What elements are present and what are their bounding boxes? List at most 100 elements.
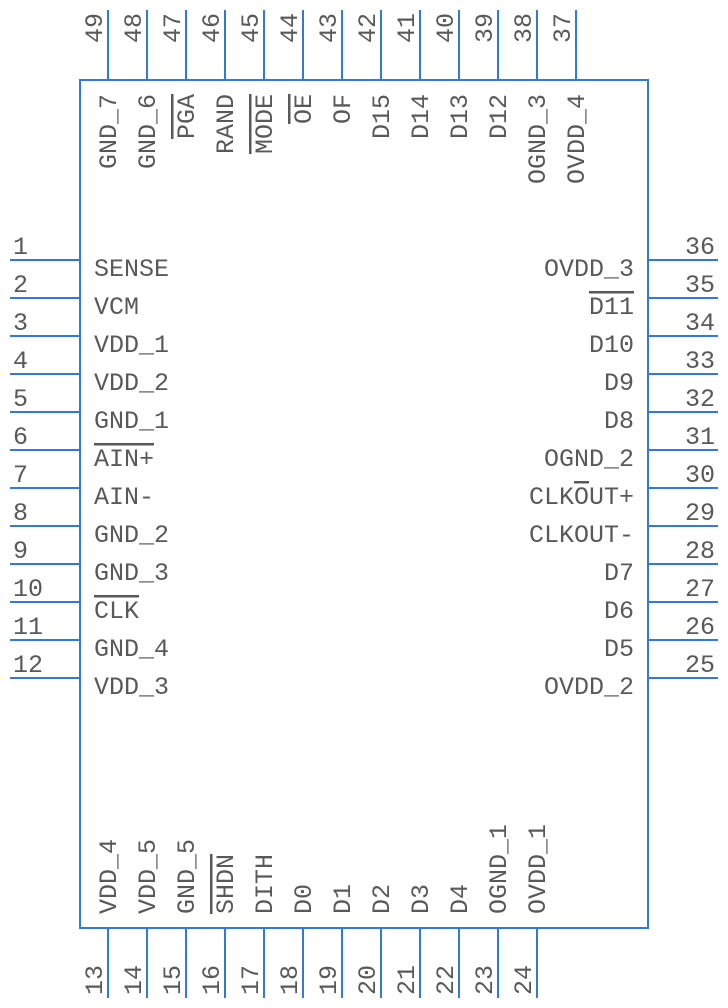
pin-number: 8	[13, 499, 28, 528]
pins-right: 36OVDD_335D1134D1033D932D831OGND_230CLKO…	[529, 233, 718, 702]
pin-number: 10	[13, 575, 43, 604]
pin-number: 19	[315, 965, 344, 995]
pin-number: 42	[354, 13, 383, 43]
pin-number: 2	[13, 271, 28, 300]
pin-number: 24	[510, 965, 539, 995]
pin-label-8: GND_2	[94, 521, 169, 550]
pin-number: 38	[510, 13, 539, 43]
pin-label-7: AIN-	[94, 483, 154, 512]
pin-number: 15	[159, 965, 188, 995]
pin-number: 13	[81, 965, 110, 995]
ic-pinout-diagram: 1 SENSE 2 VCM 3 VDD_1 4 VDD_2 5 GND_1 6 AIN+ 7 AIN- 8 G…	[0, 0, 728, 1008]
pins-top: 49 GND_7 48 GND_6 47 PGA 46 RAND 45 MODE 44 OE 43 OF 4…	[81, 10, 592, 184]
pin-label-5: GND_1	[94, 407, 169, 436]
pin-label-36: OVDD_3	[544, 255, 634, 284]
pin-label-35: D11	[589, 293, 634, 322]
pin-label-28: D7	[604, 559, 634, 588]
pin-label-13: VDD_4	[95, 839, 124, 914]
pin-label-29: CLKOUT-	[529, 521, 634, 550]
pin-number: 47	[159, 13, 188, 43]
pin-number: 21	[393, 965, 422, 995]
pin-label-25: OVDD_2	[544, 673, 634, 702]
pin-label-38: OGND_3	[524, 94, 553, 184]
pin-number: 20	[354, 965, 383, 995]
pin-number: 46	[198, 13, 227, 43]
pin-label-48: GND_6	[134, 94, 163, 169]
pin-number: 49	[81, 13, 110, 43]
pin-label-45: MODE	[251, 94, 280, 154]
pin-number: 6	[13, 423, 28, 452]
pin-label-42: D15	[368, 94, 397, 139]
pin-number: 1	[13, 233, 28, 262]
pin-label-16: SHDN	[212, 854, 241, 914]
pin-number: 9	[13, 537, 28, 566]
pin-label-18: D0	[290, 884, 319, 914]
pin-label-4: VDD_2	[94, 369, 169, 398]
pin-label-34: D10	[589, 331, 634, 360]
pin-label-22: D4	[446, 884, 475, 914]
pin-number: 14	[120, 965, 149, 995]
pin-label-17: DITH	[251, 854, 280, 914]
pin-number: 11	[13, 613, 43, 642]
pin-label-3: VDD_1	[94, 331, 169, 360]
pin-number: 34	[685, 309, 715, 338]
pin-label-31: OGND_2	[544, 445, 634, 474]
pin-label-44: OE	[290, 94, 319, 124]
pin-number: 39	[471, 13, 500, 43]
pin-number: 18	[276, 965, 305, 995]
pin-label-33: D9	[604, 369, 634, 398]
pin-number: 17	[237, 965, 266, 995]
pin-number: 29	[685, 499, 715, 528]
pin-label-12: VDD_3	[94, 673, 169, 702]
pin-label-1: SENSE	[94, 255, 169, 284]
pin-label-15: GND_5	[173, 839, 202, 914]
pin-number: 23	[471, 965, 500, 995]
pin-label-46: RAND	[212, 94, 241, 154]
pin-number: 36	[685, 233, 715, 262]
pin-number: 37	[549, 13, 578, 43]
pin-label-30: CLKOUT+	[529, 483, 634, 512]
pin-label-49: GND_7	[95, 94, 124, 169]
pin-number: 3	[13, 309, 28, 338]
pin-label-20: D2	[368, 884, 397, 914]
pins-bottom: 13 VDD_4 14 VDD_5 15 GND_5 16 SHDN 17 DITH 18 D0 19 D…	[81, 824, 553, 998]
pin-label-21: D3	[407, 884, 436, 914]
pin-label-40: D13	[446, 94, 475, 139]
pin-number: 30	[685, 461, 715, 490]
pin-label-47: PGA	[173, 94, 202, 139]
pin-number: 44	[276, 13, 305, 43]
pin-number: 35	[685, 271, 715, 300]
pin-number: 40	[432, 13, 461, 43]
pin-number: 43	[315, 13, 344, 43]
pin-label-23: OGND_1	[485, 824, 514, 914]
pin-label-26: D5	[604, 635, 634, 664]
pin-number: 45	[237, 13, 266, 43]
pin-label-24: OVDD_1	[524, 824, 553, 914]
pin-label-37: OVDD_4	[563, 94, 592, 184]
pin-number: 27	[685, 575, 715, 604]
pin-number: 5	[13, 385, 28, 414]
pin-label-10: CLK	[94, 597, 139, 626]
pin-label-11: GND_4	[94, 635, 169, 664]
pin-number: 31	[685, 423, 715, 452]
pin-number: 4	[13, 347, 28, 376]
pin-label-2: VCM	[94, 293, 139, 322]
pin-label-14: VDD_5	[134, 839, 163, 914]
pin-number: 28	[685, 537, 715, 566]
pin-label-32: D8	[604, 407, 634, 436]
pins-left: 1 SENSE 2 VCM 3 VDD_1 4 VDD_2 5 GND_1 6 AIN+ 7 AIN- 8 G…	[10, 233, 169, 702]
pin-number: 41	[393, 13, 422, 43]
pin-label-27: D6	[604, 597, 634, 626]
pin-number: 7	[13, 461, 28, 490]
pin-number: 26	[685, 613, 715, 642]
pin-number: 22	[432, 965, 461, 995]
pin-number: 33	[685, 347, 715, 376]
pin-number: 12	[13, 651, 43, 680]
pin-label-43: OF	[329, 94, 358, 124]
pin-number: 25	[685, 651, 715, 680]
pin-number: 48	[120, 13, 149, 43]
pin-number: 16	[198, 965, 227, 995]
pin-label-6: AIN+	[94, 445, 154, 474]
pin-label-41: D14	[407, 94, 436, 139]
pin-label-9: GND_3	[94, 559, 169, 588]
